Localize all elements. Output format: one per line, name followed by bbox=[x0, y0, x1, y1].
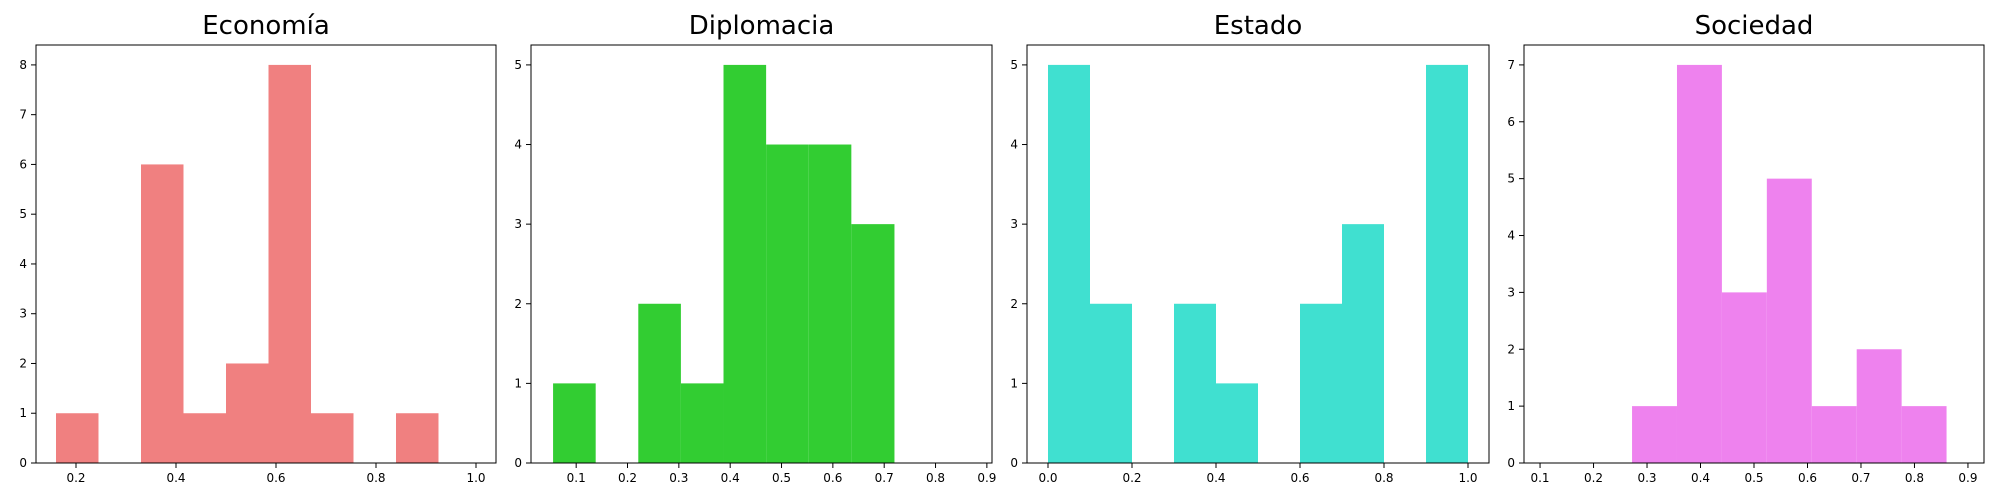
x-tick-label: 0.4 bbox=[1206, 471, 1225, 485]
x-tick-label: 1.0 bbox=[1458, 471, 1477, 485]
bar-diplomacia-3 bbox=[723, 64, 767, 464]
bar-economia-6 bbox=[396, 413, 439, 463]
bar-estado-5 bbox=[1342, 224, 1384, 463]
y-tick-label: 5 bbox=[514, 58, 522, 72]
panel-economia: Economía 0.2 0.4 0.6 0.8 1.0 0 1 2 3 4 5 6 7 8 bbox=[19, 11, 497, 485]
panel-estado: Estado 0.0 0.2 0.4 0.6 0.8 1.0 0 1 2 3 4 5 bbox=[1010, 11, 1490, 485]
x-tick-label: 0.4 bbox=[166, 471, 185, 485]
y-tick-label: 2 bbox=[514, 297, 522, 311]
y-tick-label: 0 bbox=[19, 456, 27, 470]
panel-sociedad: Sociedad 0.1 0.2 0.3 0.4 0.5 0.6 0.7 0.8 0.9 0 1 2 3 4… bbox=[1507, 11, 1985, 485]
y-tick-label: 2 bbox=[19, 356, 27, 370]
bar-sociedad-3 bbox=[1766, 178, 1812, 464]
y-tick-label: 1 bbox=[1010, 376, 1018, 390]
y-tick-label: 6 bbox=[1507, 115, 1515, 129]
y-tick-label: 5 bbox=[1010, 58, 1018, 72]
y-tick-label: 4 bbox=[514, 138, 522, 152]
x-tick-label: 0.8 bbox=[1374, 471, 1393, 485]
x-tick-label: 0.6 bbox=[823, 471, 842, 485]
bar-economia-5 bbox=[311, 413, 354, 463]
x-tick-label: 0.8 bbox=[1905, 471, 1924, 485]
bar-economia-2 bbox=[183, 413, 226, 463]
bar-estado-2 bbox=[1174, 303, 1216, 463]
y-tick-label: 5 bbox=[1507, 172, 1515, 186]
y-tick-label: 1 bbox=[1507, 399, 1515, 413]
y-tick-label: 3 bbox=[1010, 217, 1018, 231]
bar-diplomacia-5 bbox=[808, 144, 852, 463]
x-tick-label: 0.6 bbox=[1290, 471, 1309, 485]
y-tick-label: 2 bbox=[1507, 342, 1515, 356]
x-tick-label: 0.6 bbox=[266, 471, 285, 485]
bar-economia-0 bbox=[56, 413, 99, 463]
bar-estado-1 bbox=[1090, 303, 1132, 463]
bar-sociedad-4 bbox=[1811, 406, 1857, 463]
y-tick-label: 4 bbox=[19, 257, 27, 271]
y-tick-label: 7 bbox=[1507, 58, 1515, 72]
x-tick-label: 0.6 bbox=[1798, 471, 1817, 485]
x-tick-label: 0.7 bbox=[1851, 471, 1870, 485]
x-tick-label: 0.1 bbox=[567, 471, 586, 485]
chart-title: Sociedad bbox=[1695, 11, 1814, 41]
x-tick-label: 0.2 bbox=[66, 471, 85, 485]
y-tick-label: 1 bbox=[19, 406, 27, 420]
y-tick-label: 7 bbox=[19, 108, 27, 122]
chart-title: Estado bbox=[1214, 11, 1303, 41]
x-tick-label: 0.9 bbox=[977, 471, 996, 485]
panel-diplomacia: Diplomacia 0.1 0.2 0.3 0.4 0.5 0.6 0.7 0.8 0.9 0 1 2… bbox=[514, 11, 996, 485]
y-tick-label: 5 bbox=[19, 207, 27, 221]
x-tick-label: 0.3 bbox=[669, 471, 688, 485]
plot-frame bbox=[1026, 44, 1490, 464]
x-tick-label: 0.8 bbox=[366, 471, 385, 485]
x-tick-label: 0.2 bbox=[1584, 471, 1603, 485]
bar-diplomacia-4 bbox=[766, 144, 809, 463]
x-tick-label: 1.0 bbox=[466, 471, 485, 485]
x-tick-label: 0.2 bbox=[1122, 471, 1141, 485]
y-tick-label: 8 bbox=[19, 58, 27, 72]
bar-estado-0 bbox=[1048, 64, 1090, 464]
plot-frame bbox=[530, 44, 993, 464]
x-tick-label: 0.4 bbox=[721, 471, 740, 485]
x-tick-label: 0.3 bbox=[1637, 471, 1656, 485]
x-tick-label: 0.2 bbox=[618, 471, 637, 485]
x-tick-label: 0.0 bbox=[1038, 471, 1057, 485]
chart-title: Economía bbox=[202, 11, 330, 41]
bar-economia-3 bbox=[226, 363, 269, 463]
x-tick-label: 0.1 bbox=[1530, 471, 1549, 485]
bar-diplomacia-2 bbox=[680, 383, 724, 463]
bar-sociedad-1 bbox=[1676, 64, 1722, 464]
bar-estado-3 bbox=[1216, 383, 1258, 463]
bar-estado-4 bbox=[1300, 303, 1342, 463]
x-tick-label: 0.5 bbox=[772, 471, 791, 485]
y-tick-label: 0 bbox=[514, 456, 522, 470]
y-tick-label: 2 bbox=[1010, 297, 1018, 311]
bar-sociedad-2 bbox=[1721, 292, 1767, 463]
x-tick-label: 0.4 bbox=[1691, 471, 1710, 485]
y-tick-label: 0 bbox=[1010, 456, 1018, 470]
y-tick-label: 6 bbox=[19, 157, 27, 171]
bar-economia-4 bbox=[268, 64, 311, 464]
bar-sociedad-5 bbox=[1856, 349, 1902, 463]
bar-diplomacia-1 bbox=[638, 303, 681, 463]
bar-diplomacia-0 bbox=[553, 383, 596, 463]
y-tick-label: 3 bbox=[19, 307, 27, 321]
x-tick-label: 0.5 bbox=[1744, 471, 1763, 485]
y-tick-label: 1 bbox=[514, 376, 522, 390]
y-tick-label: 4 bbox=[1507, 229, 1515, 243]
x-tick-label: 0.7 bbox=[875, 471, 894, 485]
y-tick-label: 4 bbox=[1010, 138, 1018, 152]
bar-diplomacia-6 bbox=[851, 224, 895, 463]
bar-sociedad-0 bbox=[1632, 406, 1677, 463]
chart-title: Diplomacia bbox=[689, 11, 835, 41]
bar-economia-1 bbox=[141, 164, 184, 463]
bar-estado-6 bbox=[1426, 64, 1468, 464]
y-tick-label: 3 bbox=[514, 217, 522, 231]
x-tick-label: 0.8 bbox=[926, 471, 945, 485]
bar-sociedad-6 bbox=[1901, 406, 1947, 463]
y-tick-label: 0 bbox=[1507, 456, 1515, 470]
x-tick-label: 0.9 bbox=[1958, 471, 1977, 485]
plot-frame bbox=[35, 44, 497, 464]
y-tick-label: 3 bbox=[1507, 285, 1515, 299]
